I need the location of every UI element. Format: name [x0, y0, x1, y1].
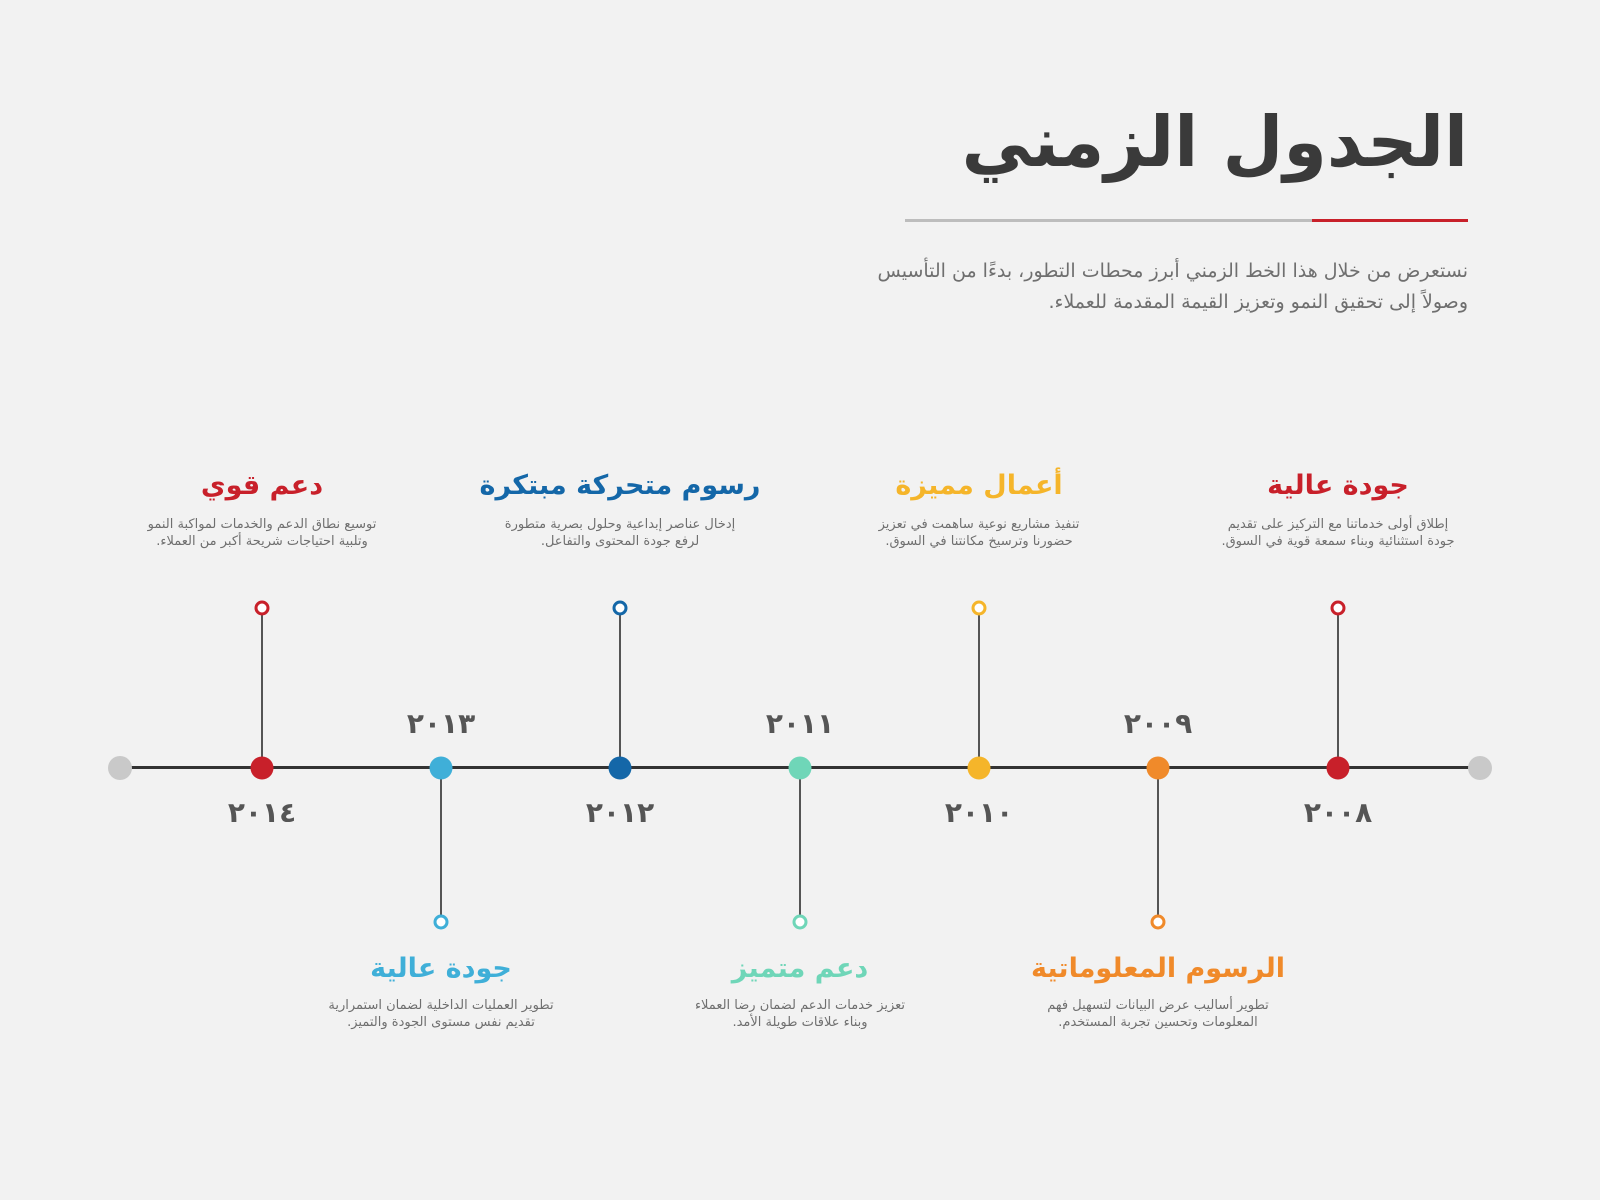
milestone-year: ٢٠١٢: [585, 796, 655, 829]
milestone-dot: [608, 756, 632, 780]
milestone-ring: [792, 914, 808, 930]
milestone-dot: [429, 756, 453, 780]
milestone-description: إدخال عناصر إبداعية وحلول بصرية متطورة ل…: [504, 517, 736, 549]
milestone-title: دعم متميز: [731, 953, 869, 984]
timeline-end-cap: [1468, 756, 1492, 780]
page-title: الجدول الزمني: [961, 101, 1468, 183]
milestone-stem: [978, 608, 980, 768]
milestone-dot: [250, 756, 274, 780]
intro-paragraph: نستعرض من خلال هذا الخط الزمني أبرز محطا…: [877, 260, 1468, 313]
milestone-ring: [971, 600, 987, 616]
milestone-year: ٢٠٠٩: [1123, 707, 1193, 740]
milestone-description: تعزيز خدمات الدعم لضمان رضا العملاء وبنا…: [694, 998, 906, 1030]
milestone-title: الرسوم المعلوماتية: [1031, 953, 1285, 984]
milestone-stem: [619, 608, 621, 768]
milestone-title: رسوم متحركة مبتكرة: [479, 470, 761, 501]
milestone-stem: [261, 608, 263, 768]
milestone-dot: [1326, 756, 1350, 780]
milestone-year: ٢٠١٤: [227, 796, 297, 829]
timeline-start-cap: [108, 756, 132, 780]
milestone-year: ٢٠١٣: [406, 707, 476, 740]
milestone-description: تنفيذ مشاريع نوعية ساهمت في تعزيز حضورنا…: [878, 517, 1080, 549]
milestone-title: جودة عالية: [1267, 470, 1409, 501]
milestone-title: أعمال مميزة: [895, 470, 1063, 501]
milestone-year: ٢٠١١: [765, 707, 835, 740]
milestone-ring: [1330, 600, 1346, 616]
milestone-year: ٢٠٠٨: [1303, 796, 1373, 829]
title-divider: [905, 219, 1312, 222]
milestone-stem: [799, 768, 801, 922]
milestone-description: تطوير العمليات الداخلية لضمان استمرارية …: [328, 998, 554, 1030]
milestone-title: دعم قوي: [200, 470, 324, 501]
milestone-description: توسيع نطاق الدعم والخدمات لمواكبة النمو …: [147, 517, 377, 549]
milestone-ring: [1150, 914, 1166, 930]
milestone-dot: [1146, 756, 1170, 780]
title-divider-accent: [1312, 219, 1468, 222]
milestone-ring: [433, 914, 449, 930]
milestone-dot: [967, 756, 991, 780]
milestone-stem: [440, 768, 442, 922]
milestone-ring: [254, 600, 270, 616]
milestone-dot: [788, 756, 812, 780]
milestone-year: ٢٠١٠: [944, 796, 1014, 829]
milestone-ring: [612, 600, 628, 616]
milestone-description: تطوير أساليب عرض البيانات لتسهيل فهم الم…: [1047, 998, 1269, 1030]
milestone-title: جودة عالية: [370, 953, 512, 984]
milestone-description: إطلاق أولى خدماتنا مع التركيز على تقديم …: [1221, 517, 1455, 549]
milestone-stem: [1337, 608, 1339, 768]
milestone-stem: [1157, 768, 1159, 922]
